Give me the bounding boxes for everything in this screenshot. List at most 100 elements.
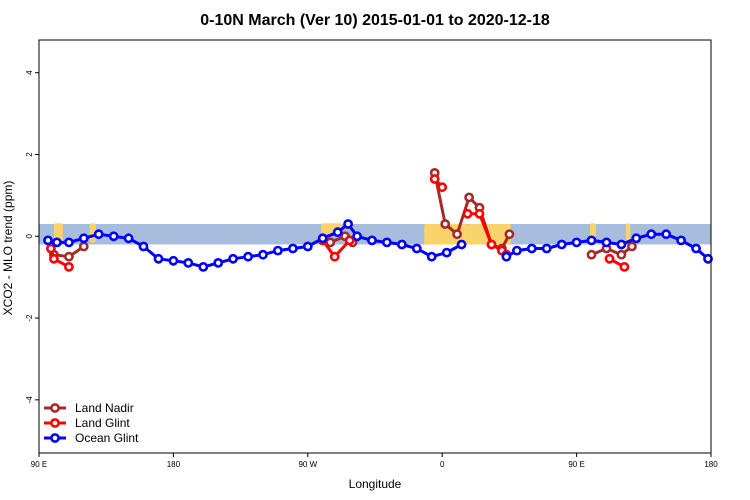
data-point [138, 241, 149, 252]
data-point [512, 245, 522, 256]
data-point [46, 243, 56, 254]
data-point [456, 239, 467, 250]
data-point [64, 261, 74, 272]
data-point [429, 174, 440, 184]
data-point [49, 253, 59, 264]
legend-marker [50, 433, 60, 443]
data-point [78, 233, 89, 244]
data-point [93, 229, 104, 240]
data-point [344, 235, 355, 246]
legend-marker [50, 418, 60, 428]
data-point [486, 239, 497, 250]
data-point [367, 235, 377, 246]
data-point [464, 192, 474, 203]
data-point [352, 231, 362, 242]
x-axis-ticks: 90 E 180 90 W 0 90 E 180 [31, 453, 718, 469]
y-tick-label: -2 [25, 314, 34, 322]
data-point [64, 251, 74, 262]
data-point [317, 233, 328, 244]
data-point [504, 229, 515, 240]
x-tick-label: 90 W [298, 460, 317, 469]
data-point [571, 237, 582, 248]
data-point [396, 239, 407, 250]
plot-frame [38, 39, 712, 454]
legend-item: Ocean Glint [44, 431, 139, 445]
data-point [586, 235, 597, 246]
legend-item: Land Nadir [44, 401, 134, 415]
data-point [64, 237, 74, 248]
data-point [619, 261, 630, 272]
chart-title: 0-10N March (Ver 10) 2015-01-01 to 2020-… [200, 12, 550, 29]
y-tick-label: 4 [25, 70, 34, 75]
series-line [590, 245, 633, 257]
data-point [474, 208, 485, 219]
data-point [426, 251, 437, 262]
data-point [168, 255, 179, 266]
data-point [703, 253, 713, 264]
data-point [198, 261, 209, 272]
y-axis-label: XCO2 - MLO trend (ppm) [1, 181, 15, 316]
data-point [601, 237, 612, 248]
x-tick-label: 90 E [568, 460, 584, 469]
data-point [556, 239, 567, 250]
data-point [646, 229, 657, 240]
x-tick-label: 180 [704, 460, 718, 469]
data-point [661, 229, 672, 240]
data-point [526, 243, 537, 254]
legend-marker [50, 403, 60, 413]
data-point [691, 243, 701, 254]
data-point [604, 253, 615, 264]
axes [38, 39, 712, 454]
data-point [332, 227, 343, 238]
data-point [183, 257, 194, 268]
legend-label: Land Nadir [75, 401, 134, 415]
data-point [616, 239, 627, 250]
series-layer [43, 167, 713, 272]
reference-band-rect [39, 224, 711, 245]
data-point [676, 235, 686, 246]
y-tick-label: -4 [25, 396, 34, 404]
land-blob [625, 223, 631, 243]
data-point [153, 253, 164, 264]
data-point [52, 237, 62, 248]
data-point [411, 243, 422, 254]
x-tick-label: 0 [440, 460, 445, 469]
data-point [452, 229, 462, 240]
data-point [258, 249, 268, 260]
data-point [213, 257, 224, 268]
x-tick-label: 180 [167, 460, 181, 469]
data-point [381, 237, 392, 248]
series-ocean-glint [43, 219, 713, 272]
data-point [43, 235, 53, 246]
data-point [228, 253, 238, 264]
data-point [78, 241, 89, 252]
data-point [440, 219, 451, 229]
data-point [243, 251, 253, 262]
data-point [272, 245, 283, 256]
data-point [108, 231, 119, 242]
legend-label: Ocean Glint [75, 431, 139, 445]
data-point [616, 249, 627, 260]
data-point [501, 251, 512, 262]
data-point [302, 241, 313, 252]
data-point [329, 251, 340, 262]
x-tick-label: 90 E [31, 460, 47, 469]
y-tick-label: 0 [25, 234, 34, 239]
data-point [437, 182, 448, 193]
data-point [586, 249, 597, 260]
y-tick-label: 2 [25, 152, 34, 157]
land-blob [424, 224, 468, 245]
data-point [541, 243, 552, 254]
data-point [343, 219, 353, 229]
y-axis-ticks: 4 2 0 -2 -4 [25, 70, 39, 403]
data-point [123, 233, 134, 244]
data-point [462, 208, 473, 219]
legend-item: Land Glint [44, 416, 130, 430]
data-point [631, 233, 642, 244]
data-point [287, 243, 298, 254]
legend-label: Land Glint [75, 416, 130, 430]
data-point [441, 247, 452, 258]
series-land-glint [46, 174, 630, 272]
